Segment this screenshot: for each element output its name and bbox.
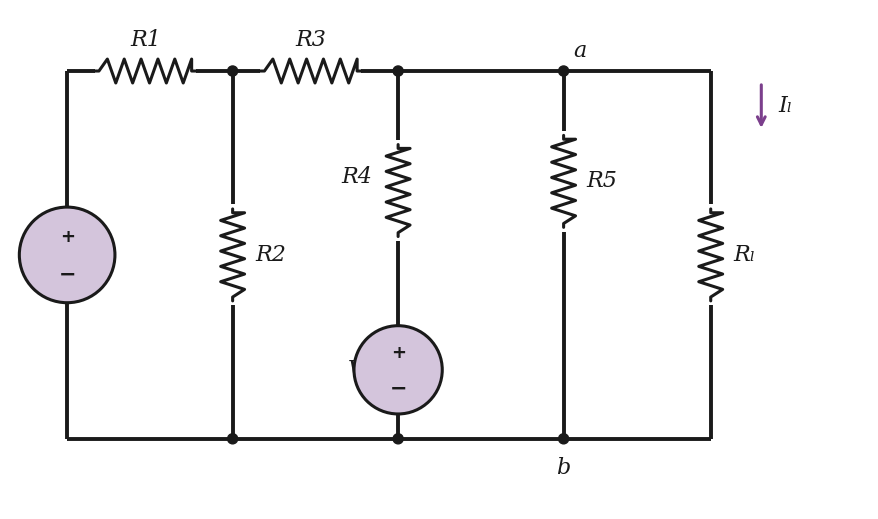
Text: −: − (389, 378, 407, 399)
Text: V₁: V₁ (28, 244, 54, 266)
Circle shape (392, 434, 403, 444)
Text: R2: R2 (255, 244, 286, 266)
Circle shape (558, 66, 568, 76)
Circle shape (392, 66, 403, 76)
Text: a: a (572, 40, 586, 62)
Circle shape (227, 66, 237, 76)
Text: R3: R3 (295, 29, 326, 51)
Circle shape (354, 326, 442, 414)
Text: Rₗ: Rₗ (733, 244, 755, 266)
Text: b: b (556, 457, 570, 479)
Text: R1: R1 (130, 29, 161, 51)
Text: Iₗ: Iₗ (777, 95, 791, 117)
Text: V₂: V₂ (347, 359, 372, 381)
Circle shape (227, 434, 237, 444)
Text: +: + (60, 228, 75, 245)
Text: R4: R4 (342, 166, 372, 188)
Circle shape (558, 434, 568, 444)
Text: −: − (58, 265, 76, 285)
Circle shape (19, 207, 115, 303)
Text: +: + (390, 344, 405, 362)
Text: R5: R5 (586, 170, 616, 193)
